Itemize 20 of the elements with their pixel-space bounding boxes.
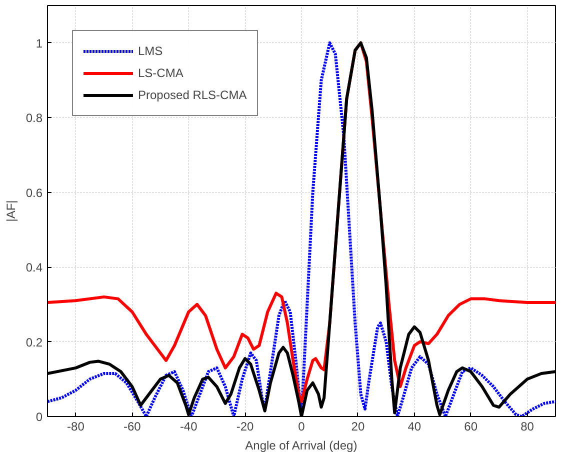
x-tick-label: -80: [67, 420, 85, 434]
legend-label: LMS: [138, 44, 163, 58]
y-tick-label: 0.6: [26, 186, 43, 200]
legend-label: LS-CMA: [138, 66, 184, 80]
x-tick-label: -60: [123, 420, 142, 434]
y-tick-label: 0: [36, 410, 43, 424]
x-tick-label: -20: [236, 420, 254, 434]
legend-label: Proposed RLS-CMA: [138, 88, 247, 102]
x-tick-label: 40: [408, 420, 422, 434]
x-tick-label: 0: [298, 420, 306, 434]
x-tick-label: 60: [464, 420, 478, 434]
x-tick-label: -40: [180, 420, 198, 434]
y-tick-label: 0.2: [26, 335, 43, 350]
x-tick-label: 20: [351, 420, 365, 434]
y-tick-label: 0.8: [26, 111, 43, 126]
y-tick-label: 0.4: [26, 260, 43, 275]
x-tick-label: 80: [520, 420, 534, 434]
x-axis-title: Angle of Arrival (deg): [245, 438, 358, 452]
y-tick-label: 1: [36, 36, 43, 50]
y-axis-title: |AF|: [4, 200, 18, 222]
